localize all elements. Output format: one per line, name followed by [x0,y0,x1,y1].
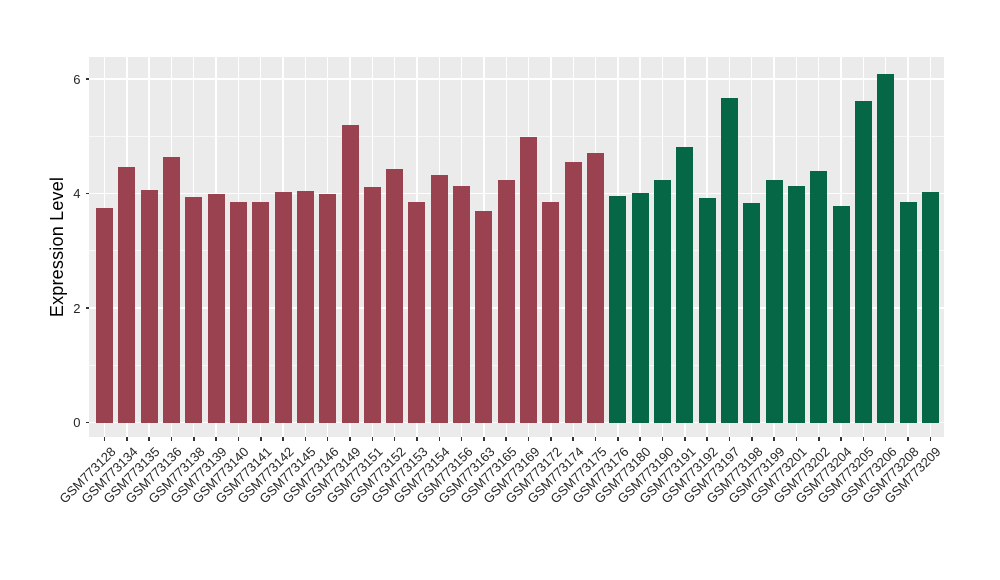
x-tick-mark [103,437,106,441]
x-tick-mark [661,437,664,441]
bar-GSM773138 [185,196,203,423]
x-tick-mark [460,437,463,441]
x-tick-mark [750,437,753,441]
bar-GSM773134 [118,166,136,423]
bar-GSM773156 [453,186,471,423]
x-tick-mark [795,437,798,441]
bar-GSM773201 [787,186,805,423]
bar-GSM773140 [229,201,247,423]
bar-GSM773153 [408,201,426,423]
bar-GSM773175 [587,152,605,423]
bar-GSM773163 [475,210,493,423]
x-tick-mark [438,437,441,441]
x-tick-mark [929,437,932,441]
bar-GSM773190 [654,180,671,423]
bar-GSM773146 [319,193,337,423]
bar-GSM773202 [810,171,828,423]
bar-GSM773197 [720,97,738,423]
gridline-minor-y5 [88,135,944,137]
x-tick-mark [907,437,909,441]
x-tick-mark [371,437,374,441]
x-tick-mark [259,437,262,441]
bar-GSM773169 [520,136,538,423]
x-tick-mark [148,437,150,441]
bar-GSM773191 [676,147,694,423]
y-tick-mark [85,421,89,424]
bar-GSM773152 [386,168,404,423]
x-tick-mark [617,437,619,441]
x-tick-mark [126,437,128,441]
bar-GSM773145 [296,191,314,423]
y-tick-label: 4 [73,186,81,201]
x-tick-mark [840,437,842,441]
x-tick-mark [416,437,418,441]
x-tick-mark [684,437,686,441]
bar-GSM773154 [430,174,448,423]
bar-GSM773128 [96,207,113,423]
y-tick-mark [85,78,89,80]
bar-GSM773172 [542,201,560,423]
x-tick-mark [304,437,307,441]
x-tick-mark [572,437,574,441]
y-tick-label: 2 [73,300,81,316]
bar-GSM773165 [497,179,515,423]
bar-GSM773206 [877,73,895,423]
x-tick-mark [349,437,351,441]
gridline-major-y4 [88,192,944,195]
x-tick-mark [728,437,731,441]
bar-GSM773205 [854,100,872,423]
bar-GSM773192 [698,197,716,423]
x-tick-mark [550,437,552,441]
bar-GSM773208 [899,201,917,423]
x-tick-mark [393,437,396,441]
x-tick-mark [326,437,329,441]
y-tick-label: 6 [73,71,81,87]
y-axis-title: Expression Level [47,176,67,318]
x-tick-mark [483,437,485,441]
x-tick-mark [505,437,508,441]
x-tick-mark [639,437,641,441]
plot-panel [88,57,944,437]
x-tick-mark [215,437,217,441]
y-tick-mark [85,307,89,309]
x-tick-mark [237,437,240,441]
gridline-minor-y3 [88,250,944,252]
gridline-minor-y1 [88,364,944,366]
bar-GSM773204 [832,206,850,423]
bar-GSM773198 [743,202,761,423]
x-tick-mark [282,437,284,441]
bar-GSM773149 [341,124,359,423]
bar-GSM773139 [207,193,225,423]
x-tick-mark [170,437,173,441]
x-tick-mark [862,437,865,441]
gridline-major-y0 [88,421,944,424]
bar-GSM773174 [564,162,582,423]
gridline-major-y6 [88,78,944,80]
bar-GSM773209 [921,191,939,423]
bar-GSM773176 [609,196,627,423]
x-tick-mark [192,437,195,441]
x-tick-mark [817,437,820,441]
bar-GSM773136 [162,157,180,423]
bar-GSM773151 [363,186,381,423]
x-tick-mark [773,437,775,441]
y-tick-mark [85,192,89,195]
gridline-major-y2 [88,307,944,309]
bar-GSM773180 [631,192,649,423]
x-tick-mark [594,437,597,441]
bar-GSM773141 [252,201,270,423]
bar-GSM773142 [274,191,292,423]
bar-GSM773199 [765,179,783,423]
x-tick-mark [527,437,530,441]
x-tick-mark [884,437,887,441]
bar-GSM773135 [140,189,158,423]
x-tick-mark [706,437,708,441]
y-tick-label: 0 [73,415,81,430]
